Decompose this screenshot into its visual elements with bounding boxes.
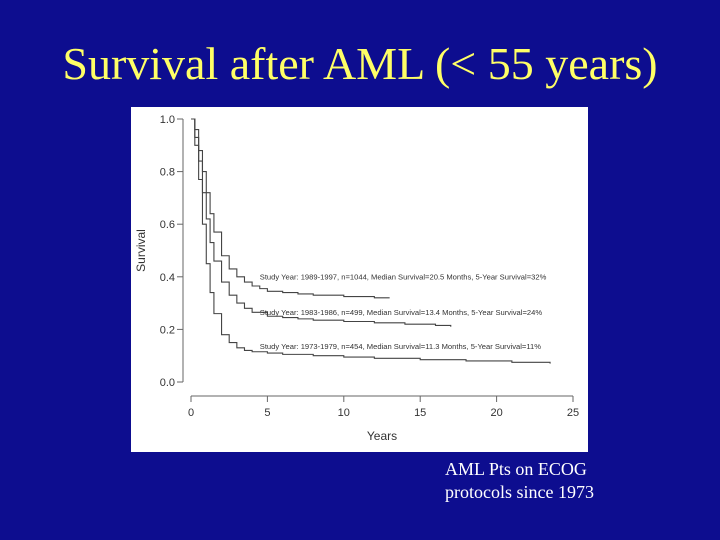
x-axis-label: Years (367, 429, 397, 443)
series-line-1 (191, 118, 452, 327)
series-annotation: Study Year: 1973-1979, n=454, Median Sur… (260, 342, 541, 351)
y-tick-label: 0.6 (160, 219, 175, 231)
survival-chart: 0.0 0.2 0.4 0.6 0.8 1.0 0 5 10 15 20 25 Years Surviva… (131, 107, 588, 452)
series-annotation: Study Year: 1983-1986, n=499, Median Sur… (260, 308, 543, 317)
y-tick-label: 0.2 (160, 324, 175, 336)
slide-caption: AML Pts on ECOG protocols since 1973 (445, 458, 594, 504)
y-axis-label: Survival (134, 229, 148, 272)
y-tick-label: 0.0 (160, 377, 175, 389)
caption-line: protocols since 1973 (445, 482, 594, 502)
x-tick-label: 15 (414, 407, 426, 419)
y-tick-label: 0.4 (160, 272, 175, 284)
x-tick-label: 5 (264, 407, 270, 419)
caption-line: AML Pts on ECOG (445, 459, 587, 479)
series-line-0 (191, 118, 390, 299)
y-tick-label: 0.8 (160, 167, 175, 179)
series-annotation: Study Year: 1989-1997, n=1044, Median Su… (260, 272, 547, 281)
x-tick-label: 20 (490, 407, 502, 419)
x-tick-label: 0 (188, 407, 194, 419)
series-line-2 (191, 118, 551, 364)
x-tick-label: 10 (338, 407, 350, 419)
x-tick-label: 25 (567, 407, 579, 419)
survival-chart-svg: 0.0 0.2 0.4 0.6 0.8 1.0 0 5 10 15 20 25 Years Surviva… (134, 114, 579, 443)
y-tick-label: 1.0 (160, 114, 175, 126)
slide-title: Survival after AML (< 55 years) (62, 38, 658, 89)
